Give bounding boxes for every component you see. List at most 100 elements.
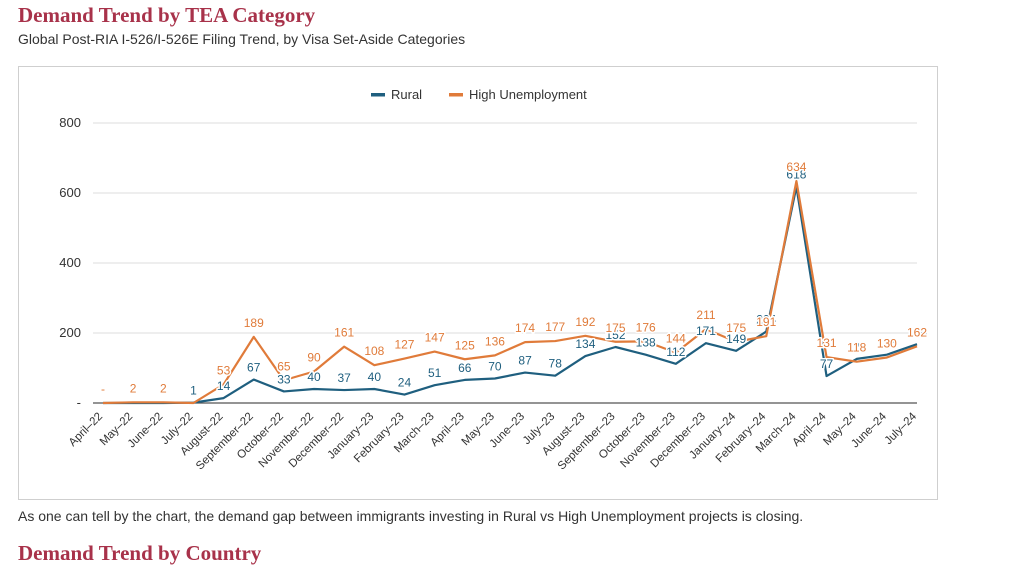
data-label-halo: 40 xyxy=(307,370,321,384)
data-label-halo: 1 xyxy=(190,384,197,398)
chart-container: -200 400 600 800 April–22 May–22 June–22 July–2… xyxy=(18,66,938,500)
legend-swatch xyxy=(449,93,463,97)
x-tick-label: April–22 xyxy=(67,411,105,449)
data-label: 87 xyxy=(518,354,532,368)
data-label: 70 xyxy=(488,360,502,374)
data-label-halo: 112 xyxy=(666,345,685,359)
section-title-next: Demand Trend by Country xyxy=(18,541,262,565)
data-label: 14 xyxy=(217,379,231,393)
data-label: 204 xyxy=(756,313,776,327)
data-label-halo: 126 xyxy=(847,340,867,354)
data-label: 130 xyxy=(877,337,897,351)
series-line-high-unemployment xyxy=(102,179,918,405)
data-label: 177 xyxy=(545,320,565,334)
data-label: 171 xyxy=(696,324,716,338)
data-label: 144 xyxy=(666,332,686,346)
data-label-halo: 134 xyxy=(575,337,595,351)
data-label: 78 xyxy=(549,357,563,371)
data-label-halo: 136 xyxy=(485,334,505,348)
data-label-halo: 189 xyxy=(244,316,264,330)
data-label-halo: 138 xyxy=(877,336,897,350)
data-label: 77 xyxy=(820,357,834,371)
data-label-halo: 14 xyxy=(217,379,231,393)
data-label-halo: 78 xyxy=(549,357,563,371)
data-label: 168 xyxy=(907,325,927,339)
data-label: 2 xyxy=(130,381,137,395)
data-label-halo: - xyxy=(101,382,105,396)
data-label: 131 xyxy=(817,336,837,350)
data-label-halo: 175 xyxy=(726,321,746,335)
data-label: 24 xyxy=(398,376,412,390)
data-label: 108 xyxy=(364,344,384,358)
data-label-halo: 147 xyxy=(425,331,445,345)
data-label: 1 xyxy=(190,384,197,398)
data-label-halo: 130 xyxy=(877,337,897,351)
y-tick-label: 800 xyxy=(59,115,81,130)
data-label: 127 xyxy=(394,338,414,352)
data-label: 147 xyxy=(425,331,445,345)
data-label-halo: 161 xyxy=(334,326,354,340)
data-label: 192 xyxy=(575,315,595,329)
legend-swatch xyxy=(371,93,385,97)
data-label: 126 xyxy=(847,340,867,354)
page-subtitle: Global Post-RIA I-526/I-526E Filing Tren… xyxy=(18,31,466,47)
data-label-halo: 90 xyxy=(307,351,321,365)
data-label: 40 xyxy=(307,370,321,384)
data-label: 90 xyxy=(307,351,321,365)
data-label-halo: 70 xyxy=(488,360,502,374)
data-label: 125 xyxy=(455,338,475,352)
data-label-halo: 125 xyxy=(455,338,475,352)
data-label: 162 xyxy=(907,325,927,339)
data-label-halo: 108 xyxy=(364,344,384,358)
y-tick-label: 400 xyxy=(59,255,81,270)
data-label-halo: 634 xyxy=(786,160,806,174)
data-label-halo: 618 xyxy=(786,168,806,182)
legend-label: High Unemployment xyxy=(469,87,587,102)
data-label: 53 xyxy=(217,363,231,377)
data-label: 138 xyxy=(877,336,897,350)
data-label-halo: 118 xyxy=(847,341,866,355)
line-chart: -200400600800April–22May–22June–22July–2… xyxy=(59,87,929,472)
x-tick-label: July–24 xyxy=(883,410,920,447)
data-label: 67 xyxy=(247,361,261,375)
data-label-halo: 131 xyxy=(817,336,837,350)
data-label-halo: 37 xyxy=(338,371,352,385)
data-label-halo: 67 xyxy=(247,361,261,375)
data-label: 176 xyxy=(636,320,656,334)
data-label: 51 xyxy=(428,366,442,380)
data-label-halo: 171 xyxy=(696,324,716,338)
data-label: 112 xyxy=(666,345,685,359)
data-label: 211 xyxy=(696,308,715,322)
data-label-halo: 66 xyxy=(458,361,472,375)
data-label-halo: 149 xyxy=(726,332,746,346)
data-label: 40 xyxy=(368,370,382,384)
data-label: 175 xyxy=(606,321,626,335)
y-tick-label: - xyxy=(77,395,81,410)
data-label: 152 xyxy=(606,328,626,342)
data-label-halo: 24 xyxy=(398,376,412,390)
data-label: 189 xyxy=(244,316,264,330)
data-label-halo: 191 xyxy=(756,315,776,329)
data-label-halo: 175 xyxy=(606,321,626,335)
x-tick-label: April–24 xyxy=(790,410,829,449)
data-label-halo: 144 xyxy=(666,332,686,346)
data-label: 33 xyxy=(277,372,291,386)
data-label-halo: 65 xyxy=(277,359,291,373)
data-label-halo: 162 xyxy=(907,325,927,339)
data-label: 65 xyxy=(277,359,291,373)
data-label: 37 xyxy=(338,371,352,385)
data-label-halo: 2 xyxy=(130,381,137,395)
data-label-halo: 2 xyxy=(160,381,167,395)
data-label-halo: 40 xyxy=(368,370,382,384)
data-label-halo: 127 xyxy=(394,338,414,352)
data-label: 136 xyxy=(485,334,505,348)
y-tick-label: 200 xyxy=(59,325,81,340)
data-label-halo: 138 xyxy=(636,336,656,350)
data-label-halo: 211 xyxy=(696,308,715,322)
data-label: 618 xyxy=(786,168,806,182)
data-label-halo: 87 xyxy=(518,354,532,368)
data-label-halo: 33 xyxy=(277,372,291,386)
chart-caption: As one can tell by the chart, the demand… xyxy=(18,508,804,524)
data-label: 66 xyxy=(458,361,472,375)
data-label-halo: 192 xyxy=(575,315,595,329)
